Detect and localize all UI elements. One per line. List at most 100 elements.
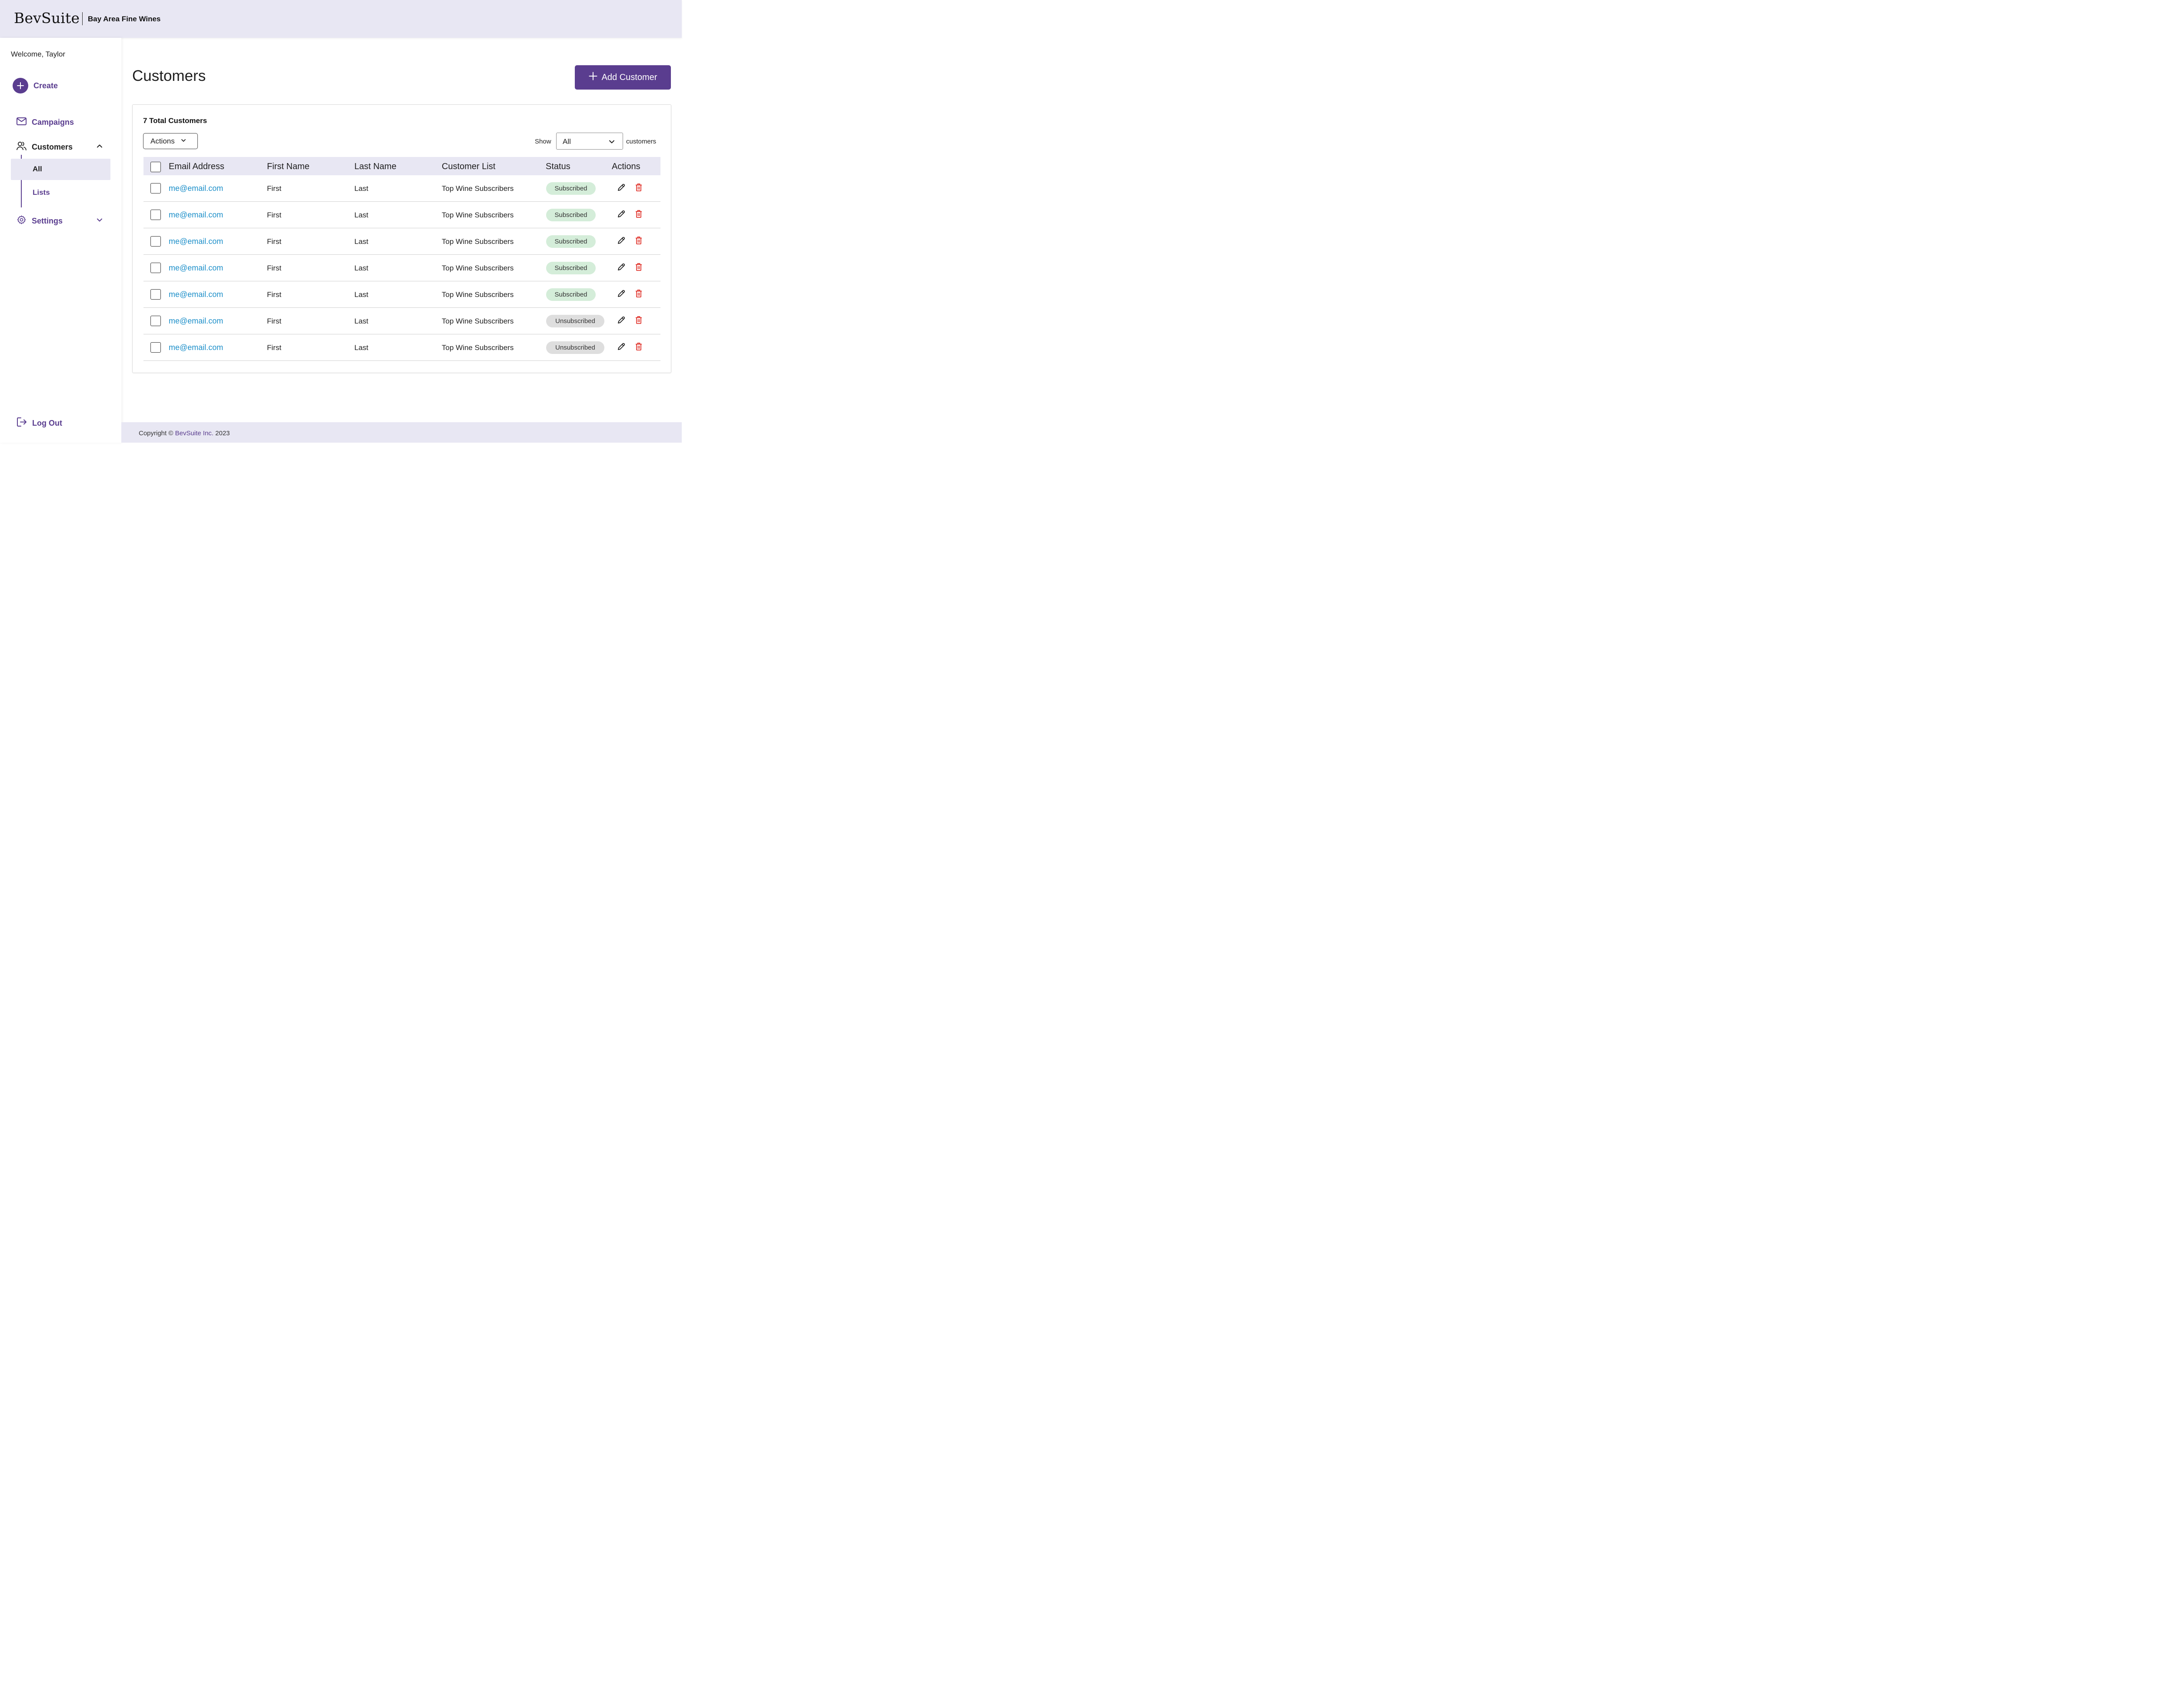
customer-list-cell: Top Wine Subscribers (442, 317, 514, 325)
email-link[interactable]: me@email.com (169, 264, 223, 272)
sidebar-item-campaigns[interactable]: Campaigns (17, 117, 74, 127)
edit-icon[interactable] (617, 289, 626, 300)
row-checkbox[interactable] (150, 263, 161, 273)
header-last-name[interactable]: Last Name (354, 162, 397, 171)
sidebar-item-settings[interactable]: Settings (17, 215, 63, 227)
table-body: me@email.com First Last Top Wine Subscri… (143, 175, 660, 361)
status-badge: Subscribed (546, 288, 596, 301)
first-name-cell: First (267, 344, 282, 352)
chevron-down-icon[interactable] (96, 217, 103, 226)
first-name-cell: First (267, 211, 282, 219)
sidebar-item-label: Campaigns (32, 118, 74, 127)
status-badge: Subscribed (546, 235, 596, 248)
gear-icon (17, 215, 27, 227)
email-link[interactable]: me@email.com (169, 343, 223, 352)
trash-icon[interactable] (635, 236, 642, 247)
users-icon (17, 141, 27, 153)
add-customer-label: Add Customer (601, 72, 657, 82)
show-suffix-label: customers (626, 138, 657, 145)
last-name-cell: Last (354, 290, 369, 299)
trash-icon[interactable] (635, 342, 642, 353)
table-header: Email Address First Name Last Name Custo… (143, 157, 660, 175)
bulk-actions-dropdown[interactable]: Actions (143, 133, 198, 149)
status-badge: Subscribed (546, 209, 596, 221)
footer-brand-link[interactable]: BevSuite Inc. (175, 430, 213, 437)
sidebar-subitem-lists[interactable]: Lists (33, 188, 50, 197)
customers-card: 7 Total Customers Actions Show All custo… (132, 104, 671, 373)
edit-icon[interactable] (617, 342, 626, 353)
show-filter-select[interactable]: All (556, 133, 623, 150)
header-customer-list[interactable]: Customer List (442, 162, 496, 171)
customer-list-cell: Top Wine Subscribers (442, 237, 514, 246)
chevron-down-icon (181, 137, 186, 145)
logout-button[interactable]: Log Out (17, 417, 62, 429)
row-checkbox[interactable] (150, 342, 161, 353)
sidebar-subitem-all[interactable]: All (11, 159, 110, 180)
logout-icon (17, 417, 27, 429)
sidebar-item-label: Settings (32, 216, 63, 225)
welcome-text: Welcome, Taylor (11, 50, 66, 58)
first-name-cell: First (267, 237, 282, 246)
trash-icon[interactable] (635, 183, 642, 194)
first-name-cell: First (267, 184, 282, 193)
last-name-cell: Last (354, 211, 369, 219)
edit-icon[interactable] (617, 210, 626, 220)
row-checkbox[interactable] (150, 316, 161, 326)
table-row: me@email.com First Last Top Wine Subscri… (143, 175, 660, 202)
brand-logo[interactable]: BevSuite (14, 10, 80, 27)
customer-list-cell: Top Wine Subscribers (442, 184, 514, 193)
status-badge: Unsubscribed (546, 315, 604, 327)
trash-icon[interactable] (635, 316, 642, 327)
last-name-cell: Last (354, 344, 369, 352)
sidebar-item-customers[interactable]: Customers (17, 141, 73, 153)
email-link[interactable]: me@email.com (169, 290, 223, 299)
email-link[interactable]: me@email.com (169, 237, 223, 246)
edit-icon[interactable] (617, 183, 626, 194)
email-link[interactable]: me@email.com (169, 184, 223, 193)
page-title: Customers (132, 67, 206, 84)
table-row: me@email.com First Last Top Wine Subscri… (143, 255, 660, 281)
trash-icon[interactable] (635, 263, 642, 274)
chevron-up-icon[interactable] (96, 143, 103, 152)
row-checkbox[interactable] (150, 183, 161, 193)
plus-icon (589, 72, 597, 83)
copyright-prefix: Copyright © (139, 430, 173, 437)
header-actions: Actions (612, 162, 640, 171)
mail-icon (17, 117, 27, 127)
edit-icon[interactable] (617, 236, 626, 247)
email-link[interactable]: me@email.com (169, 210, 223, 219)
show-label: Show (535, 138, 551, 145)
table-row: me@email.com First Last Top Wine Subscri… (143, 308, 660, 334)
edit-icon[interactable] (617, 316, 626, 327)
sidebar-subitem-label: All (33, 165, 42, 173)
chevron-down-icon (609, 139, 615, 147)
trash-icon[interactable] (635, 210, 642, 220)
customer-list-cell: Top Wine Subscribers (442, 211, 514, 219)
create-button[interactable]: Create (13, 78, 58, 93)
customer-list-cell: Top Wine Subscribers (442, 264, 514, 272)
first-name-cell: First (267, 317, 282, 325)
edit-icon[interactable] (617, 263, 626, 274)
header-first-name[interactable]: First Name (267, 162, 310, 171)
row-checkbox[interactable] (150, 289, 161, 300)
submenu-line (21, 155, 22, 207)
email-link[interactable]: me@email.com (169, 317, 223, 325)
footer: Copyright © BevSuite Inc. 2023 (121, 422, 682, 443)
trash-icon[interactable] (635, 289, 642, 300)
last-name-cell: Last (354, 184, 369, 193)
status-badge: Subscribed (546, 182, 596, 195)
row-checkbox[interactable] (150, 236, 161, 247)
table-row: me@email.com First Last Top Wine Subscri… (143, 281, 660, 308)
top-header: BevSuite Bay Area Fine Wines (0, 0, 682, 38)
total-customers: 7 Total Customers (143, 117, 207, 125)
copyright-text: Copyright © BevSuite Inc. 2023 (139, 430, 230, 437)
row-checkbox[interactable] (150, 210, 161, 220)
customer-list-cell: Top Wine Subscribers (442, 290, 514, 299)
add-customer-button[interactable]: Add Customer (575, 65, 671, 90)
last-name-cell: Last (354, 317, 369, 325)
plus-circle-icon (13, 78, 28, 93)
select-all-checkbox[interactable] (150, 162, 161, 172)
table-row: me@email.com First Last Top Wine Subscri… (143, 334, 660, 361)
header-status[interactable]: Status (546, 162, 570, 171)
header-email[interactable]: Email Address (169, 162, 224, 171)
